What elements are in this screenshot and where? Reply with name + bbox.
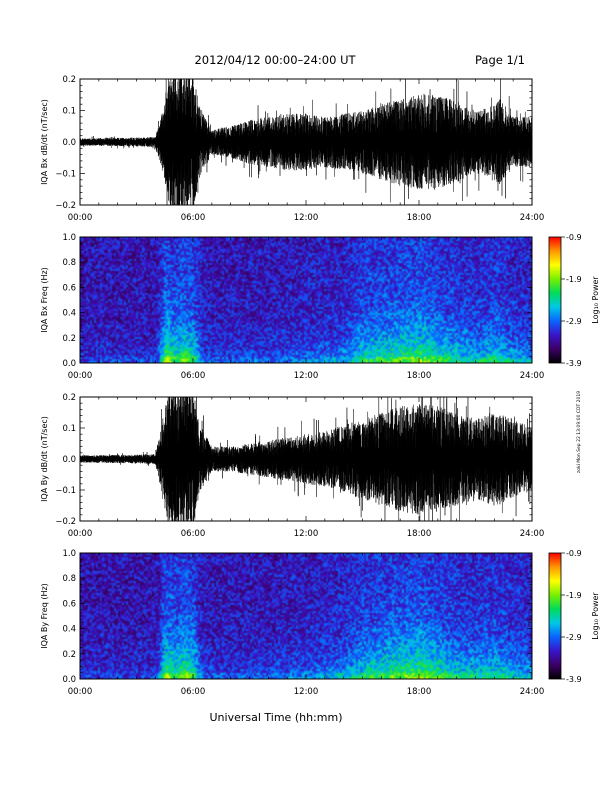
x-tick-label: 06:00	[181, 529, 206, 539]
y-tick-label: 0.8	[62, 574, 76, 584]
y-tick-label: 0.6	[62, 283, 76, 293]
y-tick-label: 0.2	[62, 393, 76, 403]
by-spectrogram-ylabel: IQA By Freq (Hz)	[40, 583, 49, 649]
bx-colorbar-gradient	[548, 236, 562, 364]
bx-spectrogram-axes: 00:00 06:00 12:00 18:00 24:00 1.0 0.8 0.6 0.4 0.2…	[62, 233, 544, 381]
y-tick-label: 0.0	[62, 455, 76, 465]
colorbar-tick-label: -3.9	[566, 675, 582, 684]
y-tick-label: 0.4	[62, 309, 76, 319]
x-tick-label: 18:00	[407, 371, 432, 381]
colorbar-tick-label: -1.9	[566, 591, 582, 600]
x-tick-label: 06:00	[181, 687, 206, 697]
by-spectrogram-image	[80, 553, 532, 679]
y-tick-label: 1.0	[62, 549, 76, 559]
bx-spectrogram-panel: 00:00 06:00 12:00 18:00 24:00 1.0 0.8 0.6 0.4 0.2…	[40, 233, 544, 381]
y-tick-label: −0.2	[55, 517, 76, 527]
y-tick-label: 0.8	[62, 258, 76, 268]
y-tick-label: 1.0	[62, 233, 76, 243]
x-tick-label: 06:00	[181, 213, 206, 223]
by-colorbar-ticks: -0.9 -1.9 -2.9 -3.9	[561, 549, 582, 684]
y-tick-label: 0.0	[62, 359, 76, 369]
x-tick-label: 00:00	[68, 371, 93, 381]
x-axis-title: Universal Time (hh:mm)	[210, 711, 343, 724]
by-colorbar: -0.9 -1.9 -2.9 -3.9 Log₁₀ Power	[548, 549, 600, 684]
by-colorbar-gradient	[548, 552, 562, 680]
bx-colorbar-label: Log₁₀ Power	[591, 276, 600, 324]
waveform-line	[79, 78, 533, 206]
bx-waveform-axes: 00:00 06:00 12:00 18:00 24:00 0.2 0.1 0.0 −0.1 −0…	[55, 75, 544, 223]
y-tick-label: −0.1	[55, 486, 76, 496]
x-tick-label: 24:00	[520, 213, 545, 223]
y-tick-label: 0.1	[62, 424, 76, 434]
colorbar-tick-label: -2.9	[566, 633, 582, 642]
x-tick-label: 24:00	[520, 687, 545, 697]
y-tick-label: −0.2	[55, 201, 76, 211]
y-tick-label: 0.0	[62, 138, 76, 148]
x-tick-label: 00:00	[68, 213, 93, 223]
by-waveform-axes: 00:00 06:00 12:00 18:00 24:00 0.2 0.1 0.0 −0.1 −0…	[55, 393, 544, 539]
x-tick-label: 06:00	[181, 371, 206, 381]
bx-colorbar: -0.9 -1.9 -2.9 -3.9 Log₁₀ Power	[548, 233, 600, 368]
header-page-number: Page 1/1	[475, 53, 525, 67]
waveform-line	[79, 396, 533, 522]
x-tick-label: 12:00	[294, 371, 319, 381]
x-tick-label: 12:00	[294, 529, 319, 539]
colorbar-tick-label: -0.9	[566, 233, 582, 242]
colorbar-tick-label: -3.9	[566, 359, 582, 368]
by-waveform-panel: 00:00 06:00 12:00 18:00 24:00 0.2 0.1 0.0 −0.1 −0…	[40, 393, 544, 539]
bx-spectrogram-ylabel: IQA Bx Freq (Hz)	[40, 267, 49, 333]
y-tick-label: 0.1	[62, 107, 76, 117]
y-tick-label: 0.2	[62, 650, 76, 660]
y-tick-label: 0.0	[62, 675, 76, 685]
colorbar-tick-label: -0.9	[566, 549, 582, 558]
colorbar-tick-label: -2.9	[566, 317, 582, 326]
x-tick-label: 24:00	[520, 371, 545, 381]
by-spectrogram-panel: 00:00 06:00 12:00 18:00 24:00 1.0 0.8 0.6 0.4 0.2…	[40, 549, 544, 697]
by-spectrogram-axes: 00:00 06:00 12:00 18:00 24:00 1.0 0.8 0.6 0.4 0.2…	[62, 549, 544, 697]
x-tick-label: 24:00	[520, 529, 545, 539]
bx-waveform-trace	[79, 78, 533, 206]
by-colorbar-label: Log₁₀ Power	[591, 592, 600, 640]
colorbar-tick-label: -1.9	[566, 275, 582, 284]
x-tick-label: 18:00	[407, 687, 432, 697]
x-tick-label: 00:00	[68, 687, 93, 697]
x-tick-label: 12:00	[294, 687, 319, 697]
by-waveform-ylabel: IQA By dB/dt (nT/sec)	[40, 416, 49, 502]
y-tick-label: 0.6	[62, 599, 76, 609]
x-tick-label: 18:00	[407, 213, 432, 223]
x-tick-label: 18:00	[407, 529, 432, 539]
by-waveform-trace	[79, 396, 533, 522]
x-tick-label: 12:00	[294, 213, 319, 223]
header-date-range: 2012/04/12 00:00–24:00 UT	[194, 53, 356, 67]
bx-spectrogram-image	[80, 237, 532, 363]
bx-waveform-panel: 00:00 06:00 12:00 18:00 24:00 0.2 0.1 0.0 −0.1 −0…	[40, 75, 544, 223]
x-tick-label: 00:00	[68, 529, 93, 539]
y-tick-label: 0.2	[62, 75, 76, 85]
y-tick-label: −0.1	[55, 170, 76, 180]
bx-colorbar-ticks: -0.9 -1.9 -2.9 -3.9	[561, 233, 582, 368]
y-tick-label: 0.2	[62, 334, 76, 344]
bx-waveform-ylabel: IQA Bx dB/dt (nT/sec)	[40, 99, 49, 185]
y-tick-label: 0.4	[62, 625, 76, 635]
side-timestamp-note: zoki Mon Sep 22 13:09:00 CDT 2019	[576, 391, 582, 473]
